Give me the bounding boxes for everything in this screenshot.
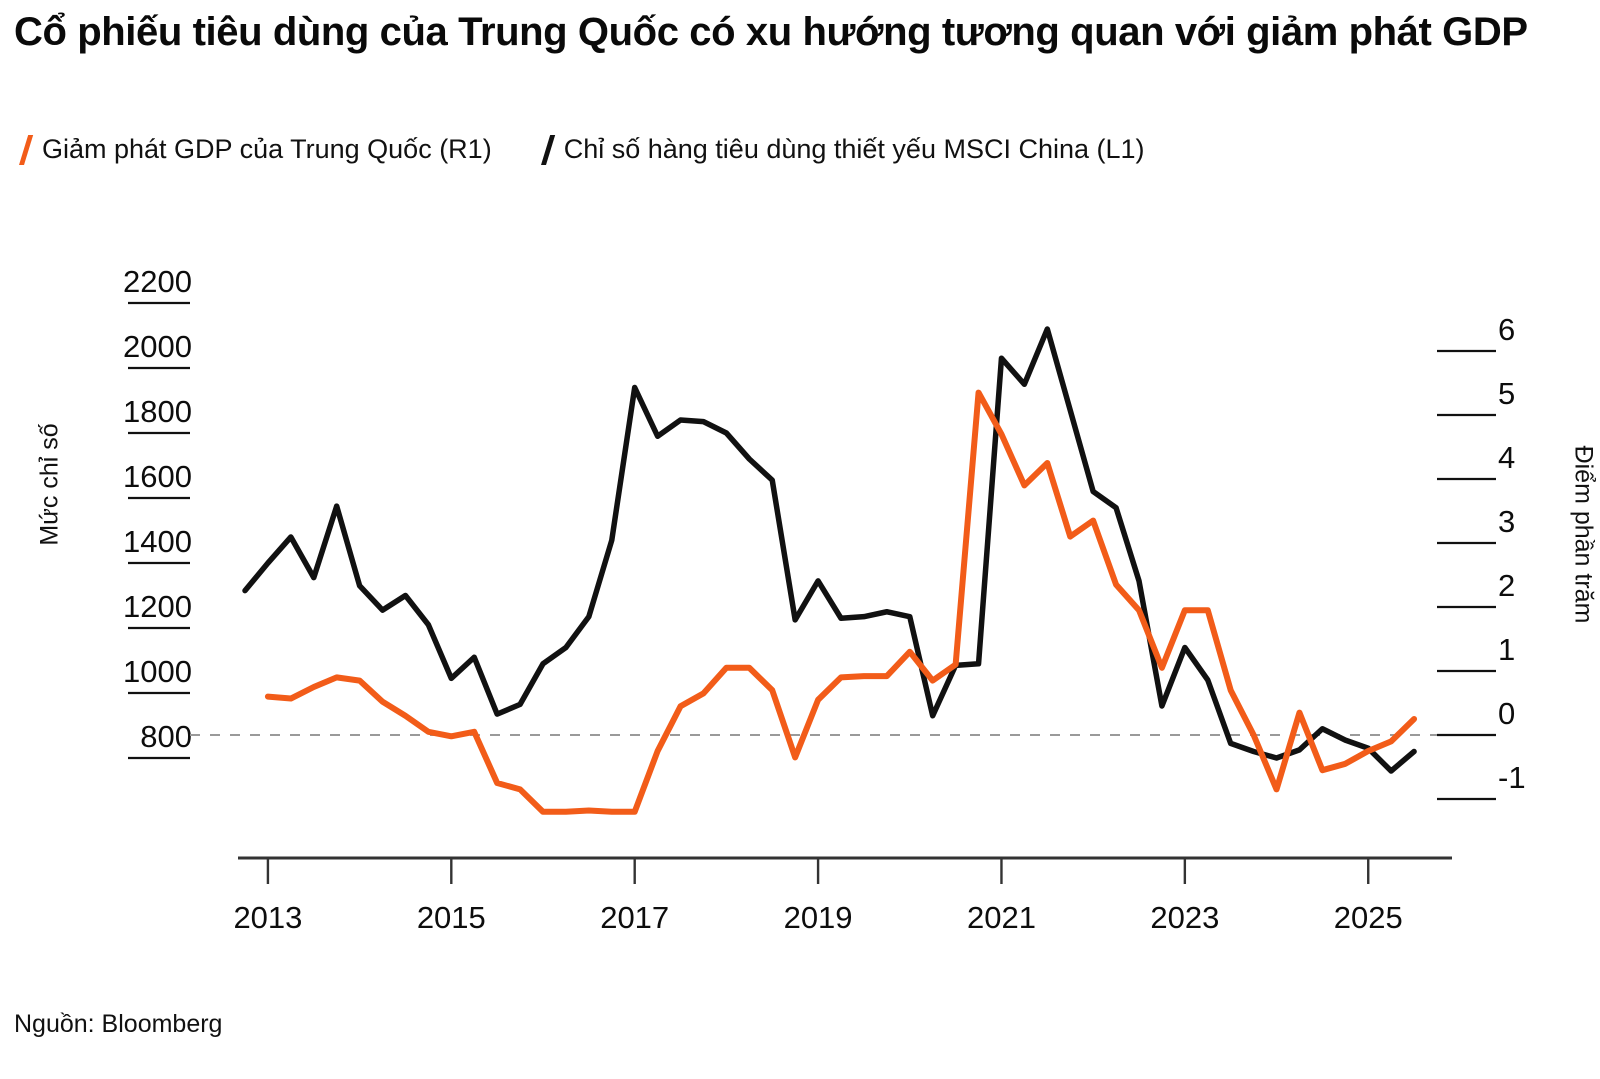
svg-text:3: 3: [1498, 504, 1515, 539]
svg-text:2200: 2200: [123, 264, 192, 299]
svg-text:1000: 1000: [123, 654, 192, 689]
svg-text:-1: -1: [1498, 760, 1526, 795]
legend-label-gdp-deflator: Giảm phát GDP của Trung Quốc (R1): [42, 134, 492, 164]
legend-swatch-black-icon: [536, 135, 552, 165]
svg-text:2019: 2019: [784, 900, 853, 935]
svg-text:5: 5: [1498, 376, 1515, 411]
svg-text:2025: 2025: [1334, 900, 1403, 935]
chart-legend: Giảm phát GDP của Trung Quốc (R1) Chỉ số…: [14, 134, 1145, 165]
svg-text:2013: 2013: [233, 900, 302, 935]
svg-text:2: 2: [1498, 568, 1515, 603]
svg-text:2017: 2017: [600, 900, 669, 935]
svg-text:1200: 1200: [123, 589, 192, 624]
source-note: Nguồn: Bloomberg: [14, 1010, 223, 1038]
svg-text:4: 4: [1498, 440, 1515, 475]
y-axis-right-title: Điểm phần trăm: [1569, 445, 1598, 624]
svg-text:2015: 2015: [417, 900, 486, 935]
y-axis-left-title: Mức chỉ số: [35, 423, 64, 546]
svg-text:6: 6: [1498, 312, 1515, 347]
svg-text:1400: 1400: [123, 524, 192, 559]
page-title: Cổ phiếu tiêu dùng của Trung Quốc có xu …: [14, 10, 1528, 54]
svg-text:1800: 1800: [123, 394, 192, 429]
svg-text:1600: 1600: [123, 459, 192, 494]
svg-text:2023: 2023: [1150, 900, 1219, 935]
svg-text:0: 0: [1498, 696, 1515, 731]
svg-text:800: 800: [140, 719, 192, 754]
legend-item-gdp-deflator[interactable]: Giảm phát GDP của Trung Quốc (R1): [14, 134, 492, 165]
legend-swatch-orange-icon: [14, 135, 30, 165]
svg-text:2021: 2021: [967, 900, 1036, 935]
legend-item-msci-staples[interactable]: Chỉ số hàng tiêu dùng thiết yếu MSCI Chi…: [536, 134, 1145, 165]
svg-text:1: 1: [1498, 632, 1515, 667]
svg-text:2000: 2000: [123, 329, 192, 364]
legend-label-msci-staples: Chỉ số hàng tiêu dùng thiết yếu MSCI Chi…: [563, 134, 1145, 164]
